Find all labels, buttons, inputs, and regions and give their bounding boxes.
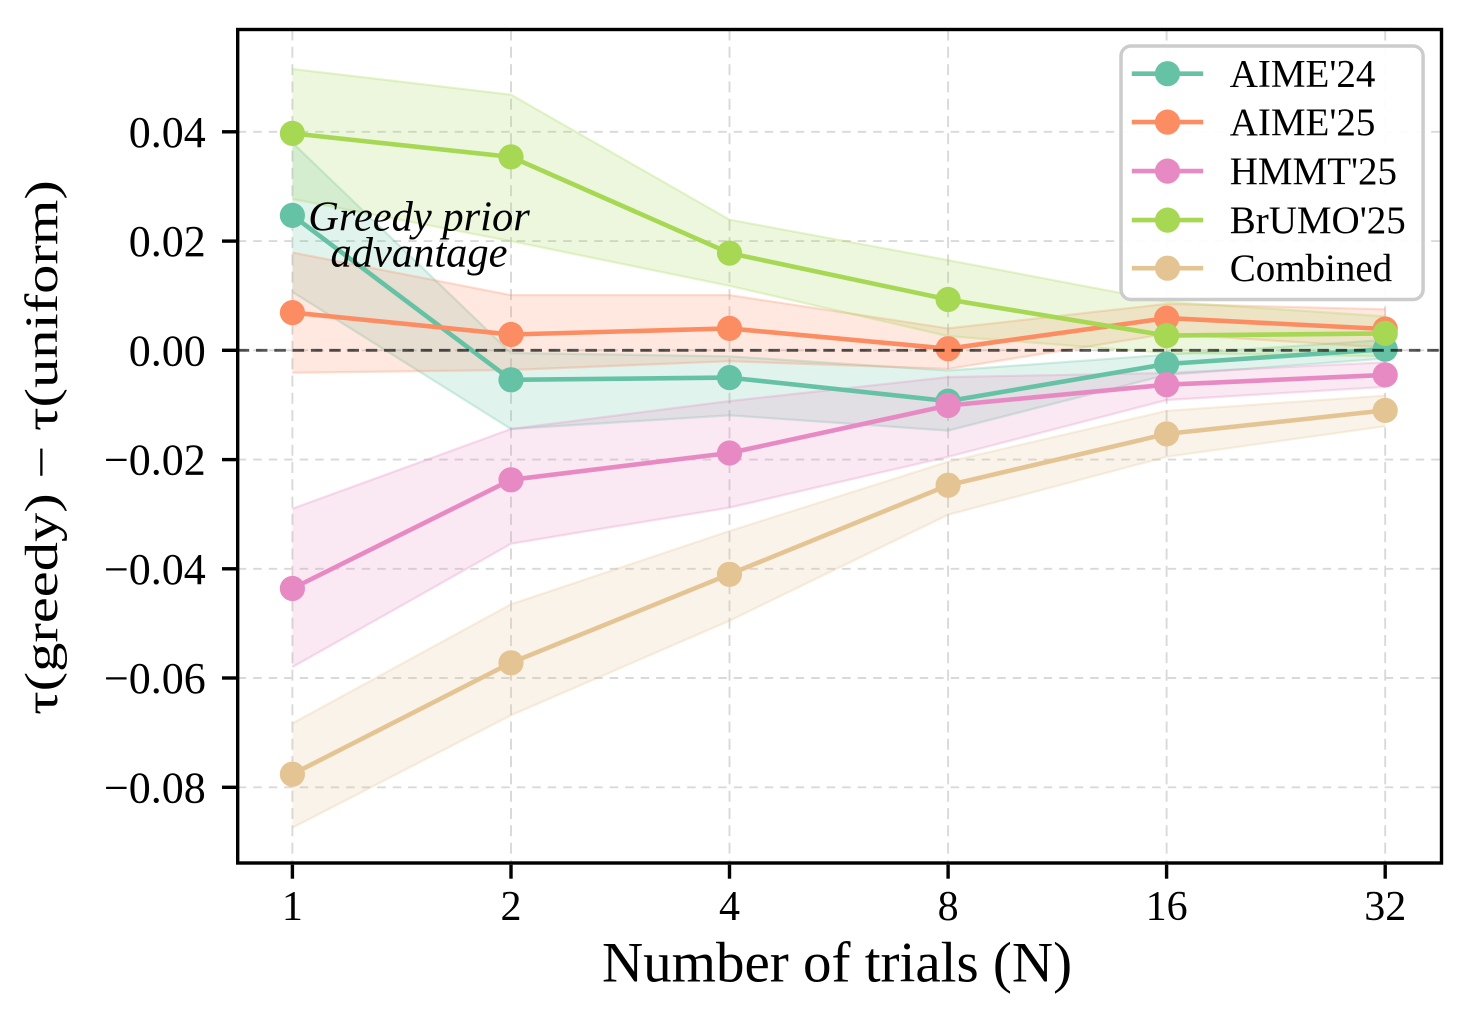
svg-text:AIME'24: AIME'24 xyxy=(1230,53,1376,96)
svg-text:−0.04: −0.04 xyxy=(104,545,206,594)
svg-text:−0.06: −0.06 xyxy=(104,654,206,703)
svg-text:8: 8 xyxy=(938,884,959,930)
svg-text:4: 4 xyxy=(719,884,740,930)
svg-text:0.04: 0.04 xyxy=(129,108,206,157)
svg-text:Number of trials (N): Number of trials (N) xyxy=(602,932,1072,995)
svg-text:1: 1 xyxy=(282,884,303,930)
svg-text:16: 16 xyxy=(1146,884,1188,930)
svg-text:τ(greedy) − τ(uniform): τ(greedy) − τ(uniform) xyxy=(16,180,67,715)
svg-text:Combined: Combined xyxy=(1230,247,1393,290)
svg-text:2: 2 xyxy=(501,884,522,930)
svg-text:0.02: 0.02 xyxy=(129,217,206,266)
svg-text:HMMT'25: HMMT'25 xyxy=(1230,150,1397,193)
svg-text:advantage: advantage xyxy=(330,230,507,277)
svg-text:AIME'25: AIME'25 xyxy=(1230,101,1376,144)
svg-text:−0.02: −0.02 xyxy=(104,436,206,485)
svg-text:0.00: 0.00 xyxy=(129,326,206,375)
svg-text:BrUMO'25: BrUMO'25 xyxy=(1230,199,1406,242)
svg-text:Greedy prior: Greedy prior xyxy=(308,194,530,241)
svg-text:−0.08: −0.08 xyxy=(104,763,206,812)
svg-text:32: 32 xyxy=(1364,884,1406,930)
